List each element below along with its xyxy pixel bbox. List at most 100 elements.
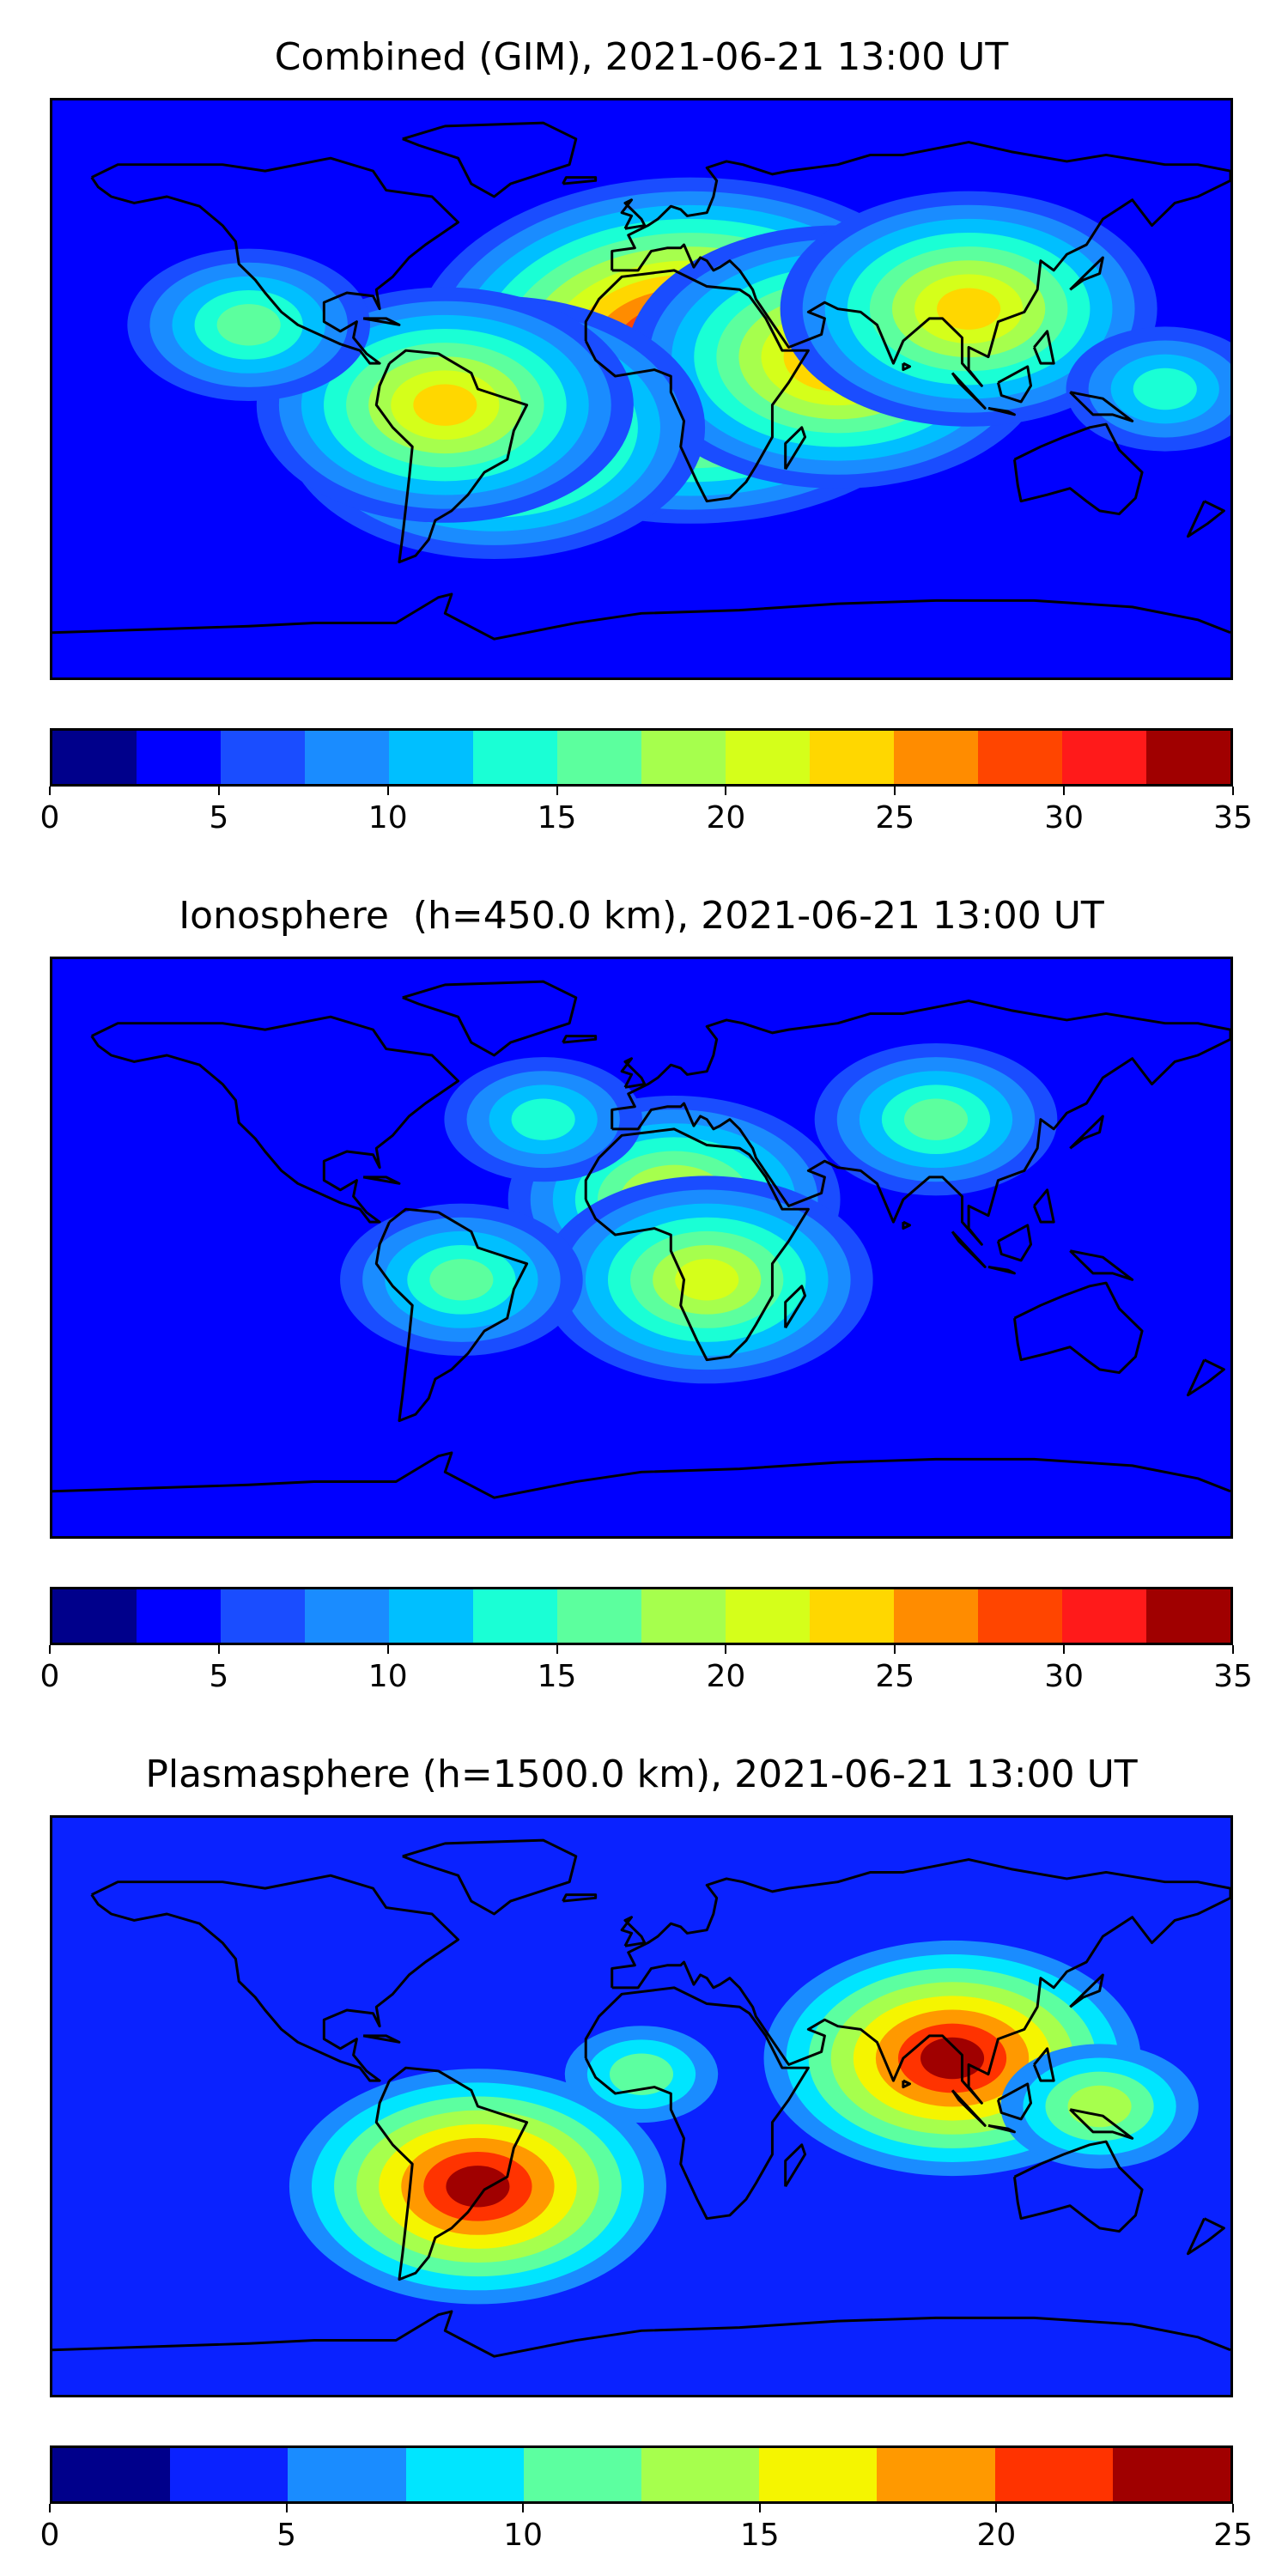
tick-mark bbox=[1232, 787, 1234, 795]
coastline bbox=[620, 1057, 647, 1089]
colorbar-segment bbox=[305, 731, 389, 784]
coastline bbox=[52, 1451, 1230, 1499]
colorbar-segment bbox=[405, 2448, 524, 2501]
panel-2-colorbar-ticks: 0 5 10 15 20 25 30 35 bbox=[40, 1645, 1253, 1697]
contour-band bbox=[609, 2053, 674, 2095]
panel-1-colorbar-ticks: 0 5 10 15 20 25 30 35 bbox=[40, 787, 1253, 838]
map-canvas bbox=[52, 100, 1230, 677]
coastline bbox=[784, 426, 807, 471]
contour-band bbox=[903, 1098, 969, 1140]
coastline bbox=[1186, 2217, 1225, 2256]
tick-mark bbox=[995, 2504, 998, 2512]
coastline bbox=[402, 121, 578, 198]
coastline bbox=[1069, 1973, 1104, 2008]
colorbar-segment bbox=[641, 1589, 726, 1643]
coastline bbox=[951, 372, 987, 410]
tick-label: 35 bbox=[1213, 800, 1253, 835]
contour-band bbox=[446, 2166, 510, 2208]
tick-label: 0 bbox=[39, 800, 60, 835]
tick-label: 0 bbox=[39, 2518, 60, 2553]
tick-label: 5 bbox=[276, 2518, 297, 2553]
colorbar-segment bbox=[557, 731, 641, 784]
coastline bbox=[374, 2066, 529, 2281]
tick-label: 25 bbox=[875, 800, 915, 835]
tick-mark bbox=[285, 2504, 288, 2512]
tick-mark bbox=[894, 1645, 896, 1654]
tick-mark bbox=[1063, 787, 1066, 795]
coastline bbox=[402, 1838, 578, 1916]
tick-mark bbox=[556, 1645, 558, 1654]
colorbar-segment bbox=[894, 731, 978, 784]
tick-mark bbox=[1063, 1645, 1066, 1654]
tick-mark bbox=[556, 787, 558, 795]
coastline bbox=[562, 176, 598, 185]
tick-label: 10 bbox=[368, 1659, 408, 1694]
colorbar-segment bbox=[1062, 1589, 1146, 1643]
coastline bbox=[784, 1285, 807, 1329]
coastline bbox=[1069, 256, 1104, 291]
contour-band bbox=[216, 304, 281, 346]
coastline bbox=[611, 999, 1230, 1246]
panel-2-map bbox=[50, 957, 1233, 1539]
coastline bbox=[562, 1893, 598, 1903]
map-canvas bbox=[52, 1818, 1230, 2395]
tick-label: 20 bbox=[706, 800, 746, 835]
coastline bbox=[1012, 422, 1144, 516]
coastline bbox=[584, 269, 810, 503]
colorbar-segment bbox=[1112, 2448, 1230, 2501]
coastline bbox=[996, 2082, 1033, 2121]
tick-label: 15 bbox=[537, 800, 577, 835]
coastline bbox=[562, 1035, 598, 1044]
colorbar-segment bbox=[221, 1589, 305, 1643]
coastline bbox=[402, 980, 578, 1057]
map-canvas bbox=[52, 959, 1230, 1536]
tick-label: 15 bbox=[537, 1659, 577, 1694]
colorbar-segment bbox=[894, 1589, 978, 1643]
tick-label: 35 bbox=[1213, 1659, 1253, 1694]
coastline bbox=[1069, 1249, 1134, 1281]
coastline bbox=[1069, 391, 1134, 422]
coastline bbox=[620, 1916, 647, 1947]
tick-label: 15 bbox=[739, 2518, 780, 2553]
panel-3-title: Plasmasphere (h=1500.0 km), 2021-06-21 1… bbox=[145, 1753, 1138, 1796]
panel-1-map bbox=[50, 98, 1233, 680]
colorbar-segment bbox=[557, 1589, 641, 1643]
colorbar-segment bbox=[52, 2448, 171, 2501]
colorbar-segment bbox=[1146, 1589, 1230, 1643]
coastline bbox=[584, 1127, 810, 1362]
coastline bbox=[1186, 500, 1225, 538]
tick-mark bbox=[49, 787, 51, 795]
colorbar-segment bbox=[978, 1589, 1062, 1643]
coastline bbox=[611, 141, 1230, 387]
coastline bbox=[52, 2310, 1230, 2358]
coastline bbox=[90, 1874, 460, 2082]
panel-3-map bbox=[50, 1815, 1233, 2397]
contour-band bbox=[429, 1259, 494, 1301]
tick-mark bbox=[49, 1645, 51, 1654]
coastline bbox=[996, 365, 1033, 404]
coastline bbox=[1032, 330, 1055, 365]
colorbar-segment bbox=[759, 2448, 878, 2501]
colorbar-segment bbox=[473, 1589, 557, 1643]
coastline bbox=[620, 198, 647, 230]
colorbar-segment bbox=[994, 2448, 1113, 2501]
coastline bbox=[987, 406, 1016, 416]
tick-mark bbox=[1232, 2504, 1234, 2512]
tick-mark bbox=[217, 787, 220, 795]
coastline bbox=[996, 1224, 1033, 1262]
colorbar-segment bbox=[523, 2448, 642, 2501]
colorbar-segment bbox=[170, 2448, 289, 2501]
colorbar-segment bbox=[52, 1589, 137, 1643]
tick-mark bbox=[894, 787, 896, 795]
contour-band bbox=[511, 1098, 575, 1140]
contour-band bbox=[675, 1259, 739, 1301]
tick-label: 30 bbox=[1044, 1659, 1084, 1694]
coastline bbox=[902, 2079, 912, 2089]
tick-label: 25 bbox=[875, 1659, 915, 1694]
colorbar-segment bbox=[726, 731, 810, 784]
colorbar-segment bbox=[641, 731, 726, 784]
tick-mark bbox=[725, 787, 727, 795]
panel-3-colorbar bbox=[50, 2445, 1233, 2504]
tick-mark bbox=[49, 2504, 51, 2512]
panel-3-colorbar-ticks: 0 5 10 15 20 25 bbox=[40, 2504, 1253, 2555]
